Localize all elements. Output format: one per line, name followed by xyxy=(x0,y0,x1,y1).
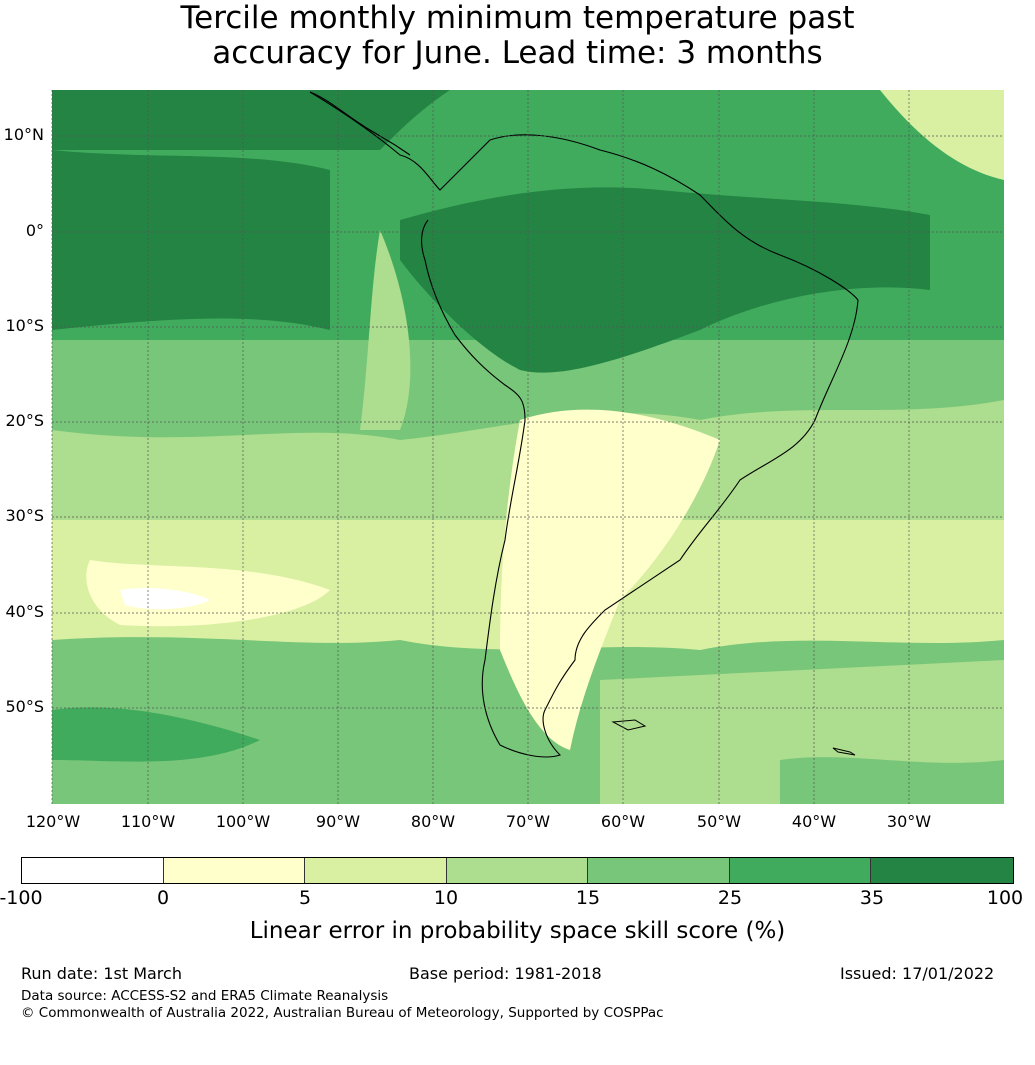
lat-label-0: 0° xyxy=(25,221,44,240)
map-title-line-1: Tercile monthly minimum temperature past xyxy=(180,0,855,36)
lon-label-60w: 60°W xyxy=(600,812,646,831)
copyright: © Commonwealth of Australia 2022, Austra… xyxy=(21,1005,664,1021)
legend-swatch-6 xyxy=(729,858,872,883)
lat-label-50s: 50°S xyxy=(5,697,44,716)
field-south-america-light xyxy=(500,409,720,750)
lon-label-40w: 40°W xyxy=(791,812,837,831)
legend-tick-6: 35 xyxy=(859,887,885,909)
field-south-pacific-dark xyxy=(52,707,260,762)
coastline-central-america xyxy=(309,91,411,156)
lat-label-10n: 10°N xyxy=(3,125,44,144)
legend-tick-5: 25 xyxy=(717,887,743,909)
legend-swatch-2 xyxy=(163,858,306,883)
legend-swatch-3 xyxy=(305,858,448,883)
field-caribbean xyxy=(52,90,450,150)
legend-swatch-1 xyxy=(22,858,164,883)
gridlines xyxy=(51,90,1004,804)
lat-label-30s: 30°S xyxy=(5,506,44,525)
lon-label-50w: 50°W xyxy=(696,812,742,831)
field-andes-light xyxy=(360,230,411,430)
coastline-south-america xyxy=(309,91,859,758)
lon-label-80w: 80°W xyxy=(410,812,456,831)
base-period: Base period: 1981-2018 xyxy=(409,964,602,983)
legend-tick-3: 10 xyxy=(433,887,459,909)
field-pacific-light-patch xyxy=(86,560,330,627)
field-pacific-white-patch xyxy=(120,588,210,610)
map-title-line-2: accuracy for June. Lead time: 3 months xyxy=(212,35,823,71)
legend-swatch-5 xyxy=(587,858,730,883)
lon-label-70w: 70°W xyxy=(505,812,551,831)
field-pacific-tropics xyxy=(52,150,330,330)
legend-tick-1: 0 xyxy=(156,887,170,909)
field-amazon-basin xyxy=(400,187,930,373)
legend-tick-7: 100 xyxy=(986,887,1024,909)
lat-label-40s: 40°S xyxy=(5,602,44,621)
lon-label-100w: 100°W xyxy=(215,812,271,831)
field-north-atlantic-light xyxy=(880,90,1004,180)
lon-label-30w: 30°W xyxy=(886,812,932,831)
legend-swatch-7 xyxy=(871,858,1014,883)
issued-date: Issued: 17/01/2022 xyxy=(840,964,995,983)
field-south-atlantic-green xyxy=(780,757,1004,804)
legend-label: Linear error in probability space skill … xyxy=(249,918,786,944)
legend-tick-2: 5 xyxy=(298,887,312,909)
lon-label-110w: 110°W xyxy=(120,812,176,831)
data-source: Data source: ACCESS-S2 and ERA5 Climate … xyxy=(21,988,389,1004)
lat-label-20s: 20°S xyxy=(5,411,44,430)
lat-label-10s: 10°S xyxy=(5,316,44,335)
field-south-pacific-band xyxy=(52,660,440,804)
legend-tick-4: 15 xyxy=(575,887,601,909)
lon-label-90w: 90°W xyxy=(315,812,361,831)
legend-tick-0: -100 xyxy=(0,887,43,909)
legend-colorbar xyxy=(21,857,1014,884)
run-date: Run date: 1st March xyxy=(21,964,182,983)
lon-label-120w: 120°W xyxy=(25,812,81,831)
south-georgia-outline xyxy=(832,747,856,756)
legend-swatch-4 xyxy=(447,858,588,883)
